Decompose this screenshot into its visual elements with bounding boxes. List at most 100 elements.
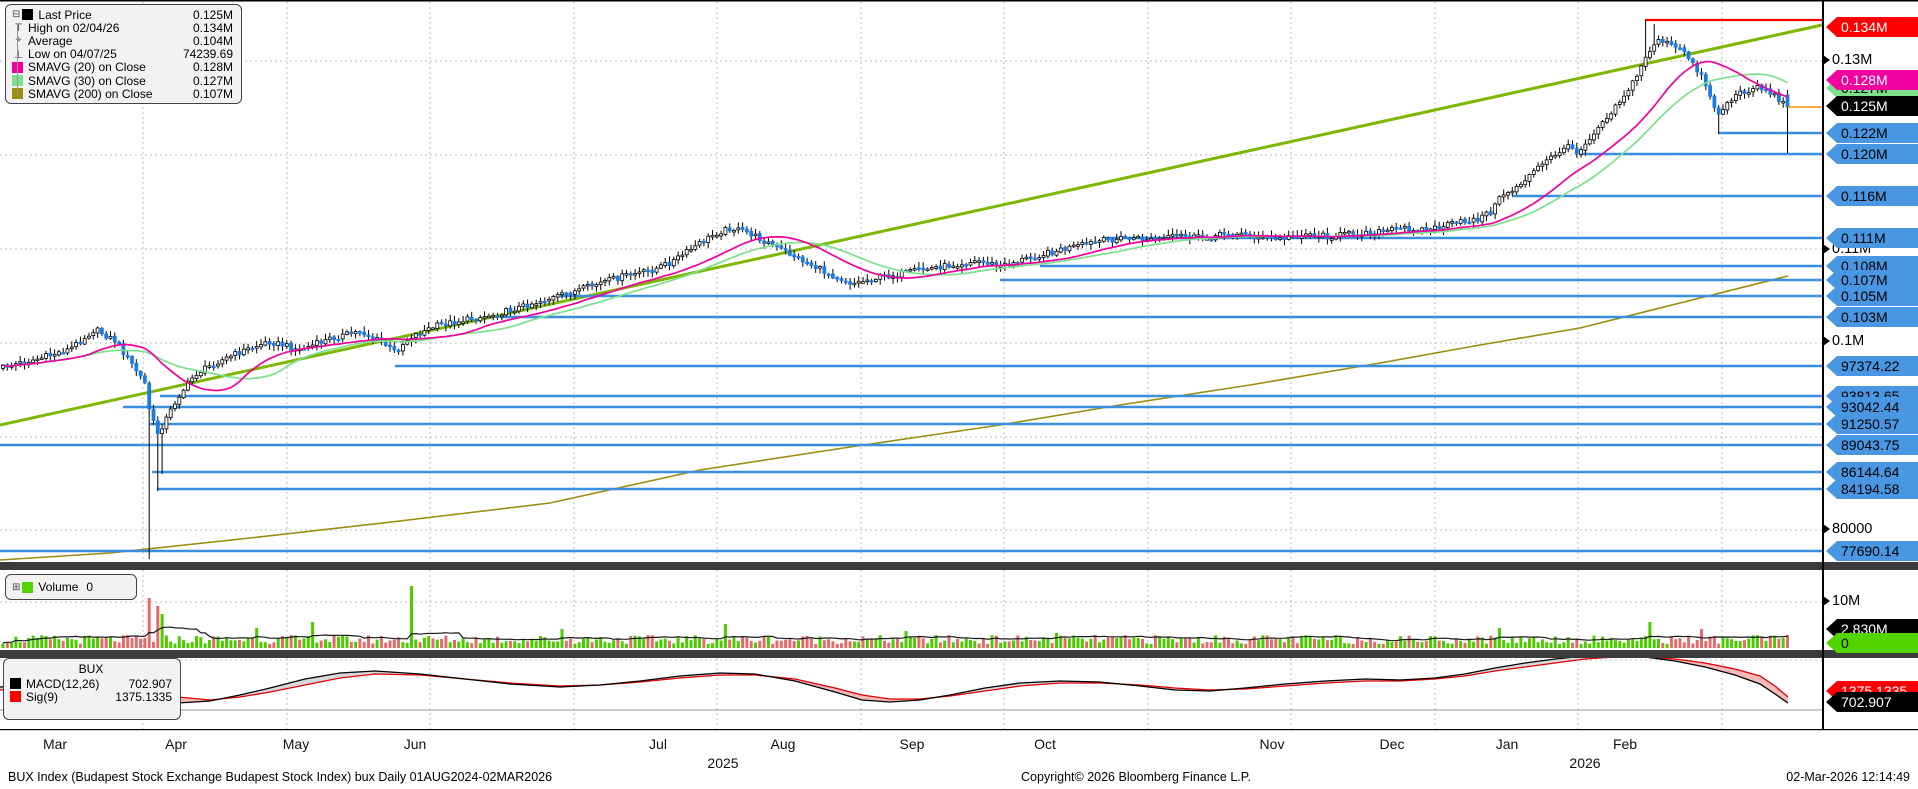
x-axis-month-May: May bbox=[282, 736, 310, 752]
candles-group bbox=[1, 20, 1790, 559]
average-marker-icon: ⌖ bbox=[15, 34, 22, 47]
legend-row[interactable]: ⌖ Average 0.104M bbox=[12, 33, 233, 48]
legend-label: High on 02/04/26 bbox=[28, 20, 120, 35]
x-axis-month-Jul: Jul bbox=[649, 736, 667, 752]
legend-row[interactable]: ⊟ Last Price 0.125M bbox=[12, 7, 233, 22]
price-badge-86144.64[interactable]: 86144.64 bbox=[1826, 462, 1918, 482]
legend-value: 1375.1335 bbox=[115, 689, 172, 704]
legend-label: Average bbox=[28, 33, 73, 48]
status-description: BUX Index (Budapest Stock Exchange Budap… bbox=[8, 770, 553, 784]
legend-label: SMAVG (20) on Close bbox=[28, 60, 146, 75]
volume-legend[interactable]: ⊞ Volume 0 bbox=[5, 574, 137, 600]
collapse-icon[interactable]: ⊟ bbox=[12, 9, 21, 21]
tick-arrow-icon bbox=[1823, 336, 1830, 346]
price-badge-89043.75[interactable]: 89043.75 bbox=[1826, 435, 1918, 455]
top-border bbox=[0, 0, 1918, 2]
macd-legend[interactable]: BUX MACD(12,26) 702.907 Sig(9) 1375.1335 bbox=[3, 658, 181, 720]
axis-tick-80000: 80000 bbox=[1823, 521, 1872, 537]
price-badge-0.103M[interactable]: 0.103M bbox=[1826, 307, 1918, 327]
x-axis-month-Sep: Sep bbox=[899, 736, 925, 752]
legend-value: 0.127M bbox=[192, 73, 233, 88]
bottom-border bbox=[0, 729, 1918, 731]
legend-value: 0.125M bbox=[192, 7, 233, 22]
x-axis-month-Jan: Jan bbox=[1495, 736, 1519, 752]
legend-value: 0.107M bbox=[192, 86, 233, 101]
legend-row[interactable]: T High on 02/04/26 0.134M bbox=[12, 20, 233, 35]
price-badge-0.128M[interactable]: 0.128M bbox=[1826, 70, 1918, 90]
volume-legend-value: 0 bbox=[86, 580, 94, 594]
price-badge-97374.22[interactable]: 97374.22 bbox=[1826, 356, 1918, 376]
legend-row[interactable]: SMAVG (30) on Close 0.127M bbox=[12, 73, 233, 88]
axis-tick-0.13M: 0.13M bbox=[1823, 52, 1872, 68]
x-axis-month-Oct: Oct bbox=[1034, 736, 1056, 752]
price-badge-0.111M[interactable]: 0.111M bbox=[1826, 228, 1918, 248]
sma30-line bbox=[2, 73, 1788, 380]
legend-value: 0.134M bbox=[192, 20, 233, 35]
legend-value: 0.128M bbox=[192, 60, 233, 75]
volume-legend-label: Volume bbox=[38, 580, 79, 594]
high-marker-icon: T bbox=[15, 21, 22, 34]
status-copyright: Copyright© 2026 Bloomberg Finance L.P. bbox=[1021, 770, 1251, 784]
price-badge-91250.57[interactable]: 91250.57 bbox=[1826, 414, 1918, 434]
legend-row[interactable]: SMAVG (20) on Close 0.128M bbox=[12, 60, 233, 75]
x-axis-year-2025: 2025 bbox=[707, 755, 739, 771]
price-axis-line bbox=[1822, 0, 1824, 729]
tick-arrow-icon bbox=[1823, 596, 1830, 606]
legend-row[interactable]: Sig(9) 1375.1335 bbox=[10, 689, 172, 704]
price-badge-77690.14[interactable]: 77690.14 bbox=[1826, 541, 1918, 561]
series-swatch bbox=[10, 678, 21, 690]
price-badge-0.120M[interactable]: 0.120M bbox=[1826, 144, 1918, 164]
panel-divider bbox=[0, 562, 1918, 570]
x-axis-year-2026: 2026 bbox=[1569, 755, 1601, 771]
volume-bars-group bbox=[1, 586, 1789, 648]
x-axis-month-Aug: Aug bbox=[770, 736, 796, 752]
legend-value: 702.907 bbox=[128, 676, 172, 691]
macd-fill-group bbox=[0, 655, 1788, 703]
tick-arrow-icon bbox=[1823, 55, 1830, 65]
price-badge-0[interactable]: 0 bbox=[1826, 633, 1918, 653]
legend-value: 74239.69 bbox=[182, 47, 233, 62]
tick-arrow-icon bbox=[1823, 524, 1830, 534]
legend-value: 0.104M bbox=[192, 33, 233, 48]
axis-tick-10M: 10M bbox=[1823, 593, 1860, 609]
sma20-line bbox=[2, 60, 1788, 392]
expand-icon[interactable]: ⊞ bbox=[12, 581, 21, 593]
legend-tree-rail bbox=[17, 25, 18, 95]
x-axis-month-Mar: Mar bbox=[42, 736, 68, 752]
series-swatch bbox=[10, 691, 21, 703]
legend-label: Sig(9) bbox=[26, 689, 59, 704]
legend-row[interactable]: SMAVG (200) on Close 0.107M bbox=[12, 86, 233, 101]
sma200-line bbox=[0, 275, 1789, 561]
price-badge-84194.58[interactable]: 84194.58 bbox=[1826, 479, 1918, 499]
price-badge-93042.44[interactable]: 93042.44 bbox=[1826, 397, 1918, 417]
price-badge-0.105M[interactable]: 0.105M bbox=[1826, 286, 1918, 306]
legend-label: Low on 04/07/25 bbox=[28, 47, 117, 62]
legend-row[interactable]: MACD(12,26) 702.907 bbox=[10, 676, 172, 691]
macd-legend-title: BUX bbox=[78, 662, 104, 676]
price-badge-702.907[interactable]: 702.907 bbox=[1826, 692, 1918, 712]
x-axis-month-Jun: Jun bbox=[403, 736, 427, 752]
series-swatch bbox=[22, 9, 34, 21]
tick-arrow-icon bbox=[1823, 244, 1830, 254]
legend-row[interactable]: ⊥ Low on 04/07/25 74239.69 bbox=[12, 47, 233, 62]
price-badge-0.107M[interactable]: 0.107M bbox=[1826, 270, 1918, 290]
price-badge-0.134M[interactable]: 0.134M bbox=[1826, 17, 1918, 37]
volume-swatch bbox=[22, 581, 34, 593]
x-axis-month-Feb: Feb bbox=[1612, 736, 1638, 752]
status-timestamp: 02-Mar-2026 12:14:49 bbox=[1786, 770, 1910, 784]
volume-ma-line bbox=[2, 626, 1788, 644]
x-axis-month-Nov: Nov bbox=[1259, 736, 1285, 752]
price-badge-0.116M[interactable]: 0.116M bbox=[1826, 186, 1918, 206]
macd-line bbox=[0, 654, 1789, 704]
legend-label: Last Price bbox=[38, 7, 92, 22]
x-axis-month-Dec: Dec bbox=[1379, 736, 1405, 752]
axis-tick-0.1M: 0.1M bbox=[1823, 333, 1864, 349]
low-marker-icon: ⊥ bbox=[13, 48, 24, 61]
panel-divider bbox=[0, 650, 1918, 658]
legend-label: MACD(12,26) bbox=[26, 676, 100, 691]
price-badge-0.122M[interactable]: 0.122M bbox=[1826, 123, 1918, 143]
main-legend[interactable]: ⊟ Last Price 0.125M T High on 02/04/26 0.134M… bbox=[5, 4, 242, 104]
price-badge-0.125M[interactable]: 0.125M bbox=[1826, 96, 1918, 116]
